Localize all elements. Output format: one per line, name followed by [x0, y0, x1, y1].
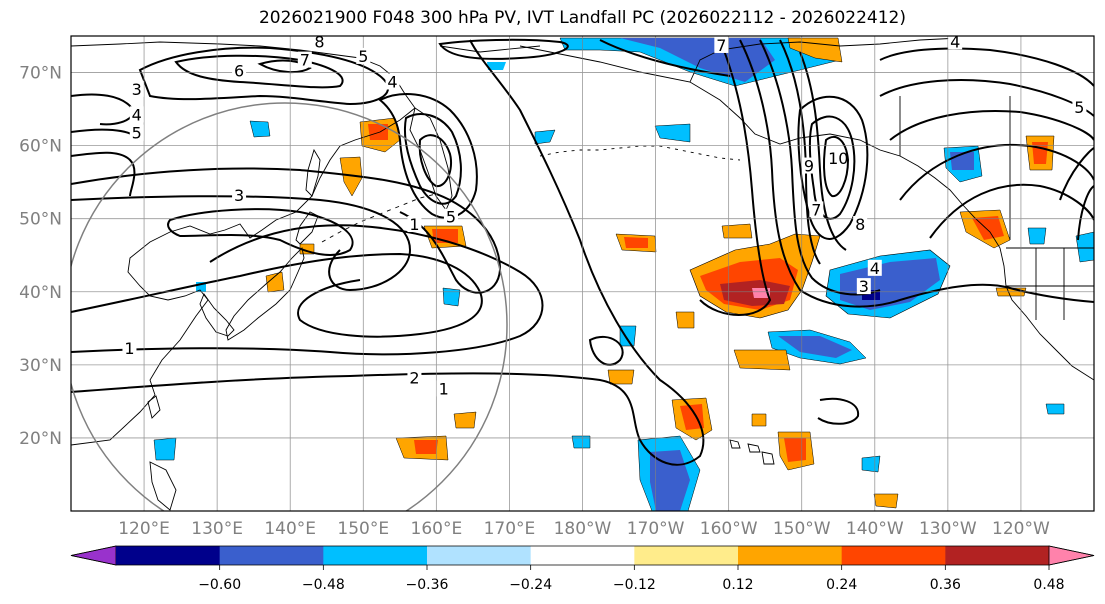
longitude-label: 120°W: [992, 519, 1050, 539]
colorbar-tick-label: −0.48: [302, 577, 345, 593]
latitude-label: 20°N: [19, 429, 62, 449]
contour-label-bg: [867, 259, 882, 276]
contour-label-bg: [948, 36, 963, 50]
colorbar-swatch: [841, 546, 946, 565]
contour-label-bg: [385, 73, 400, 90]
contour-label: 10: [828, 149, 848, 168]
contour-label-bg: [714, 36, 729, 53]
contour-label-bg: [809, 201, 824, 218]
longitude-label: 160°E: [411, 519, 463, 539]
colorbar-outline: [70, 545, 1095, 566]
colorbar-tick-label: 0.36: [930, 577, 961, 593]
contour-label: 1: [439, 379, 449, 398]
contour-label-bg: [232, 62, 247, 79]
contour-label-bg: [436, 380, 451, 397]
contour-label-bg: [443, 208, 458, 225]
longitude-axis: 120°E 130°E 140°E 150°E 160°E 170°E 180°W 170°W…: [118, 519, 1050, 539]
colorbar: −0.60 −0.48 −0.36 −0.24 −0.12 0.12 0.24 0.36 0.4…: [70, 545, 1095, 593]
longitude-label: 160°W: [700, 519, 758, 539]
coastlines: [71, 37, 1094, 511]
contour-label: 3: [859, 277, 869, 296]
contour-label: 5: [446, 208, 456, 227]
contour-label-bg: [407, 369, 422, 386]
contour-label: 7: [716, 36, 726, 55]
latitude-label: 60°N: [19, 137, 62, 157]
longitude-label: 120°E: [118, 519, 170, 539]
longitude-label: 180°W: [554, 519, 612, 539]
contour-label: 4: [132, 105, 142, 124]
latitude-label: 50°N: [19, 210, 62, 230]
longitude-label: 140°W: [846, 519, 904, 539]
colorbar-tick-label: −0.60: [198, 577, 241, 593]
contour-label: 7: [300, 51, 310, 70]
colorbar-swatch: [219, 546, 324, 565]
contour-label-bg: [356, 47, 371, 64]
contour-label-bg: [312, 36, 327, 50]
contour-label: 5: [132, 124, 142, 143]
latitude-label: 40°N: [19, 283, 62, 303]
ivt-shading: [153, 37, 1094, 511]
contour-label: 9: [804, 157, 814, 176]
colorbar-swatch: [323, 546, 428, 565]
contour-label-bg: [129, 106, 144, 123]
contour-label-bg: [122, 340, 137, 357]
longitude-label: 170°W: [627, 519, 685, 539]
contour-label: 6: [234, 62, 244, 81]
colorbar-swatch: [116, 546, 221, 565]
longitude-label: 150°W: [773, 519, 831, 539]
contour-label-bg: [856, 278, 871, 295]
colorbar-tick-label: 0.12: [722, 577, 753, 593]
contour-label: 1: [409, 215, 419, 234]
latitude-label: 30°N: [19, 356, 62, 376]
colorbar-tick-label: −0.36: [406, 577, 449, 593]
contour-label-bg: [407, 216, 422, 232]
longitude-label: 140°E: [264, 519, 316, 539]
colorbar-swatch: [530, 546, 635, 565]
contour-label-bg: [1072, 99, 1087, 116]
colorbar-min-arrow: [70, 545, 117, 566]
contour-label-bg: [129, 80, 144, 97]
latitude-axis: 70°N 60°N 50°N 40°N 30°N 20°N: [19, 64, 62, 449]
colorbar-tick-label: 0.48: [1033, 577, 1064, 593]
colorbar-swatch: [634, 546, 739, 565]
contour-label: 5: [358, 47, 368, 66]
contour-label-bg: [853, 216, 868, 232]
contour-label: 5: [1074, 98, 1084, 117]
contour-label-bg: [831, 150, 846, 167]
colorbar-swatch: [427, 546, 532, 565]
contour-label: 4: [870, 259, 880, 278]
colorbar-swatch: [945, 546, 1050, 565]
latitude-label: 70°N: [19, 64, 62, 84]
contour-label: 4: [950, 32, 960, 51]
contour-label: 1: [124, 339, 134, 358]
longitude-label: 130°W: [919, 519, 977, 539]
contour-label: 4: [387, 73, 397, 92]
longitude-label: 150°E: [337, 519, 389, 539]
colorbar-tick-label: −0.12: [613, 577, 656, 593]
longitude-label: 130°E: [191, 519, 243, 539]
colorbar-swatch: [738, 546, 843, 565]
contour-label-bg: [232, 186, 247, 203]
range-circle: [71, 102, 508, 511]
contour-label: 2: [409, 368, 419, 387]
map-title: 2026021900 F048 300 hPa PV, IVT Landfall…: [258, 8, 906, 28]
contour-label: 3: [132, 80, 142, 99]
colorbar-max-arrow: [1048, 545, 1095, 566]
contour-label-bg: [802, 157, 817, 174]
colorbar-tick-label: −0.24: [509, 577, 552, 593]
contour-label: 8: [314, 32, 324, 51]
contour-label-bg: [129, 124, 144, 141]
map-frame: [70, 35, 1095, 512]
contour-label: 3: [234, 186, 244, 205]
contour-label: 7: [811, 200, 821, 219]
contour-label: 8: [855, 215, 865, 234]
longitude-label: 170°E: [484, 519, 536, 539]
contour-label-bg: [297, 51, 312, 68]
colorbar-tick-label: 0.24: [826, 577, 857, 593]
